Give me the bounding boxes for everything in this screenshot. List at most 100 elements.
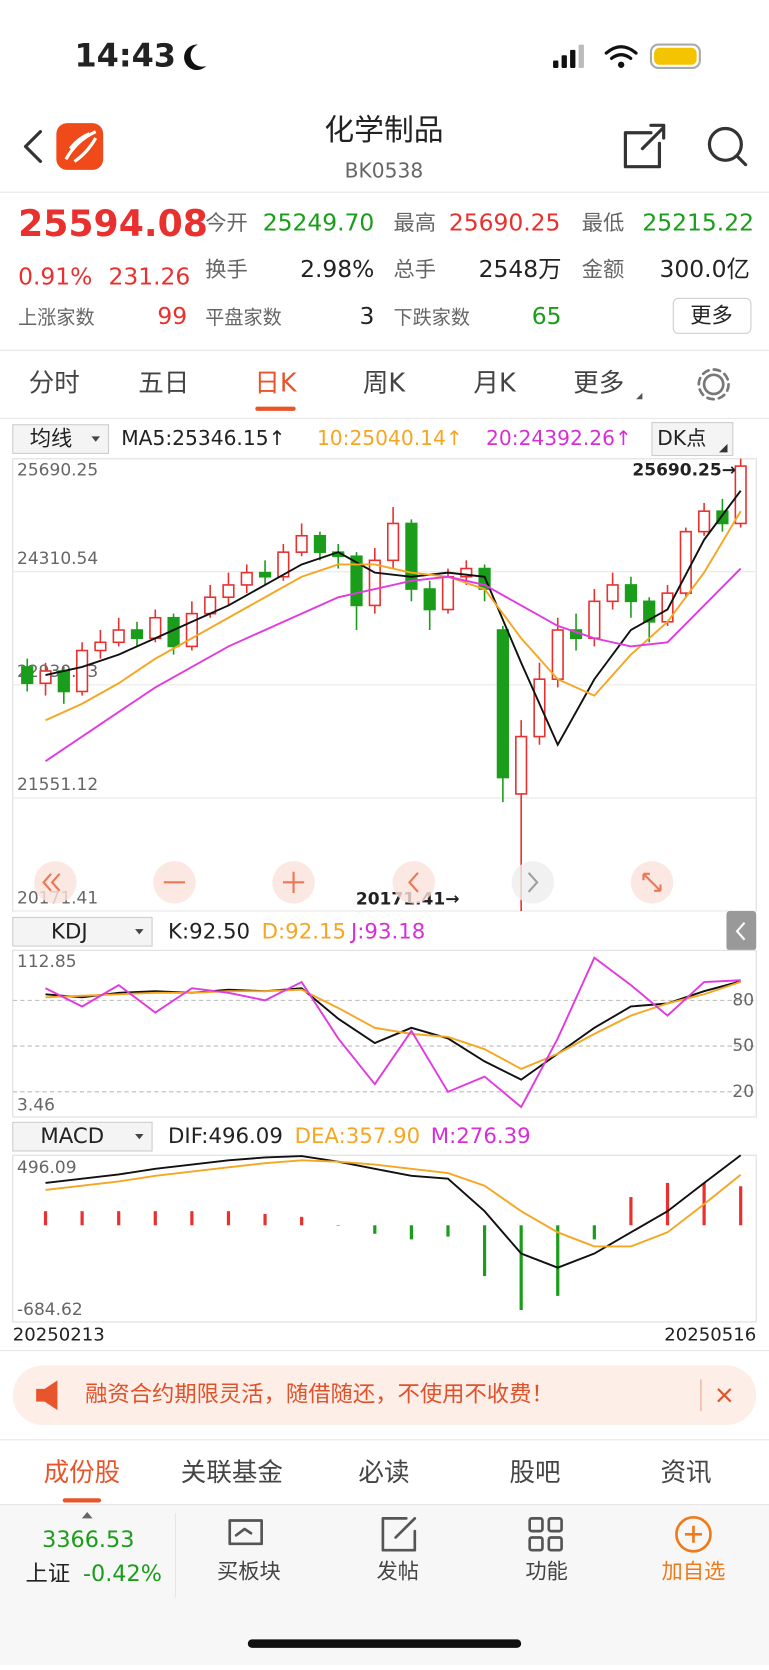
moon-icon <box>184 44 207 71</box>
home-indicator <box>247 1639 522 1648</box>
legend-entry: DIF:496.09 <box>168 1124 283 1149</box>
add-watch-icon[interactable] <box>675 1515 712 1553</box>
candle-body <box>697 510 711 533</box>
stat-value: 300.0亿 <box>660 255 750 283</box>
change-pct: 0.91% <box>18 263 92 291</box>
stat-label: 上涨家数 <box>18 306 95 329</box>
search-button[interactable] <box>707 126 748 167</box>
index-change: -0.42% <box>83 1561 162 1587</box>
indicator-line <box>44 567 742 762</box>
promo-banner[interactable] <box>12 1365 757 1425</box>
candle-body <box>39 670 52 685</box>
candle-body <box>185 612 198 648</box>
indicator-line <box>45 1159 742 1248</box>
dk-arrow <box>718 443 728 453</box>
side-panel-toggle[interactable] <box>726 911 757 951</box>
candle-body <box>258 571 272 578</box>
banner-text: 融资合约期限灵活，随借随还，不使用不收费！ <box>85 1382 554 1408</box>
macd-bar <box>263 1213 267 1226</box>
high-annotation: 25690.25→ <box>632 460 736 480</box>
indicator-line <box>45 490 742 747</box>
period-tab[interactable]: 周K <box>363 368 407 398</box>
macd-bar <box>556 1225 560 1296</box>
content-tab[interactable]: 资讯 <box>660 1458 711 1488</box>
period-tab[interactable]: 日K <box>254 368 298 398</box>
stat-label: 今开 <box>205 211 248 236</box>
toggle-arrow <box>735 922 746 941</box>
app-logo <box>56 123 104 170</box>
stat-value: 65 <box>532 302 562 330</box>
index-value: 3366.53 <box>42 1527 134 1553</box>
candle-body <box>606 584 619 603</box>
macd-bar <box>153 1211 157 1226</box>
index-arrow <box>81 1512 93 1519</box>
content-tab[interactable]: 必读 <box>358 1458 409 1488</box>
macd-select[interactable] <box>12 1121 153 1152</box>
y-tick-label: 50 <box>732 1036 754 1056</box>
period-tabs: 分时 五日 日K 周K 月K 更多 <box>29 368 643 411</box>
header-code: BK0538 <box>345 159 424 183</box>
scroll-left[interactable] <box>392 861 436 904</box>
period-tab[interactable]: 月K <box>473 368 517 398</box>
kdj-select[interactable] <box>12 916 153 947</box>
candle-body <box>313 534 327 553</box>
legend-entry: D:92.15 <box>262 919 346 944</box>
more-label: 更多 <box>690 303 733 328</box>
candle-body <box>57 670 70 693</box>
candle-body <box>460 567 473 578</box>
y-min-label: 3.46 <box>17 1095 55 1115</box>
index-name: 上证 <box>26 1561 71 1587</box>
macd-bar <box>226 1211 231 1226</box>
footer-button[interactable]: 加自选 <box>662 1560 726 1585</box>
start-date: 20250213 <box>13 1325 105 1346</box>
wifi-icon <box>604 45 638 60</box>
indicator-select[interactable] <box>12 424 110 454</box>
scroll-left-fast[interactable] <box>34 861 77 904</box>
stat-label: 平盘家数 <box>205 306 282 329</box>
kdj-chart: 20 50 80 112.85 3.46 <box>12 952 757 1115</box>
macd-bar <box>446 1225 450 1237</box>
stat-value: 99 <box>157 302 187 330</box>
legend-entry: 10:25040.14↑ <box>317 426 463 450</box>
indicator-line <box>45 510 742 722</box>
post-icon[interactable] <box>381 1517 417 1552</box>
scroll-right[interactable] <box>511 861 555 904</box>
settings-button[interactable] <box>697 368 730 401</box>
indicator-label: 均线 <box>30 427 73 452</box>
period-tab[interactable]: 更多 <box>573 368 624 398</box>
stat-value: 25215.22 <box>642 209 754 237</box>
period-tab[interactable]: 五日 <box>138 368 189 398</box>
period-tab[interactable]: 分时 <box>29 368 80 398</box>
back-button[interactable] <box>23 130 43 163</box>
more-button[interactable] <box>672 297 752 334</box>
legend-entry: J:93.18 <box>349 919 425 944</box>
candle-body <box>112 629 125 644</box>
macd-chart: 496.09 -684.62 <box>17 1154 743 1320</box>
legend-entry: M:276.39 <box>431 1124 531 1149</box>
candle-body <box>624 584 638 603</box>
footer <box>0 1504 769 1665</box>
function-icon[interactable] <box>528 1517 563 1552</box>
footer-button[interactable]: 发帖 <box>377 1560 420 1585</box>
indicator-label: KDJ <box>51 919 88 944</box>
dk-label: DK点 <box>657 426 706 450</box>
dk-button[interactable] <box>651 422 734 457</box>
macd-bar <box>336 1225 340 1226</box>
stat-label: 最低 <box>582 211 625 236</box>
more-arrow <box>636 392 643 400</box>
content-tab[interactable]: 成份股 <box>44 1458 121 1488</box>
content-tab[interactable]: 股吧 <box>509 1458 560 1488</box>
share-button[interactable] <box>623 123 666 169</box>
content-tab[interactable]: 关联基金 <box>181 1458 283 1488</box>
candle-body <box>222 584 235 599</box>
candle-body <box>350 555 363 607</box>
banner-close[interactable] <box>717 1388 732 1403</box>
buy-sector-icon[interactable] <box>228 1519 263 1546</box>
footer-button[interactable]: 买板块 <box>217 1560 281 1585</box>
macd-bar <box>629 1197 633 1226</box>
footer-button[interactable]: 功能 <box>525 1560 568 1585</box>
macd-bar <box>43 1211 48 1226</box>
candle-body <box>277 551 290 578</box>
